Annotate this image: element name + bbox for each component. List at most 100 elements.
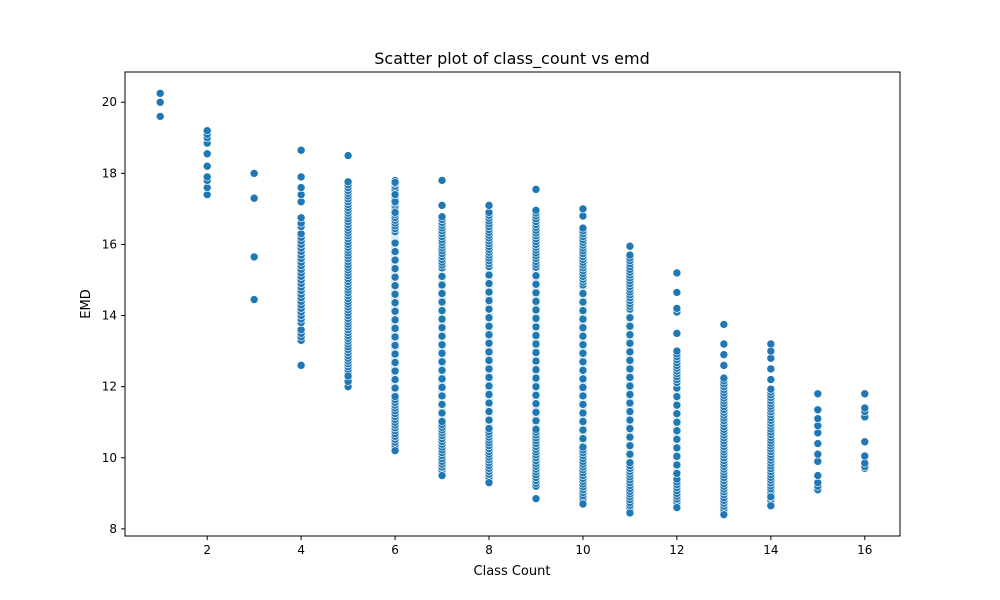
data-point <box>578 417 588 426</box>
data-point <box>437 417 447 426</box>
data-point <box>202 149 212 159</box>
data-point <box>390 289 400 299</box>
data-point <box>860 437 870 447</box>
x-axis: 2 4 6 8 10 12 14 16 <box>203 536 872 557</box>
data-point <box>484 364 494 374</box>
y-tick-label: 12 <box>102 380 117 394</box>
data-point <box>484 373 494 382</box>
data-point <box>813 414 823 423</box>
data-point <box>390 281 400 290</box>
data-point <box>296 183 306 192</box>
data-point <box>531 356 541 366</box>
data-point <box>390 358 400 367</box>
data-point <box>202 183 212 192</box>
data-point <box>578 442 588 452</box>
data-point <box>625 415 635 425</box>
data-point <box>625 356 635 365</box>
data-point <box>625 347 635 357</box>
data-point <box>390 298 400 308</box>
data-point <box>625 458 635 468</box>
data-point <box>484 338 494 348</box>
data-point <box>860 403 870 413</box>
data-point <box>437 357 447 367</box>
data-point <box>390 383 400 393</box>
data-point <box>531 331 541 340</box>
data-point <box>672 434 682 444</box>
data-point <box>531 382 541 391</box>
data-point <box>578 340 588 350</box>
data-point <box>484 390 494 399</box>
data-point <box>531 390 541 400</box>
chart-title: Scatter plot of class_count vs emd <box>374 49 650 69</box>
data-point <box>766 346 776 356</box>
data-point <box>390 208 400 217</box>
data-point <box>437 331 447 341</box>
data-point <box>437 340 447 350</box>
data-point <box>672 329 682 338</box>
y-tick-label: 8 <box>109 522 117 536</box>
data-point <box>484 208 494 217</box>
data-point <box>437 212 447 222</box>
data-point <box>625 330 635 340</box>
y-axis: 8 10 12 14 16 18 20 <box>102 95 125 536</box>
data-point <box>343 371 353 381</box>
data-point <box>296 361 306 370</box>
data-point <box>672 460 682 470</box>
data-point <box>672 417 682 427</box>
data-point <box>390 446 400 455</box>
data-point <box>531 416 541 426</box>
data-point <box>578 204 588 214</box>
data-point <box>296 325 306 335</box>
data-point <box>437 280 447 290</box>
data-point <box>578 391 588 401</box>
data-point <box>390 392 400 401</box>
data-point <box>390 349 400 359</box>
data-point <box>484 424 494 433</box>
data-point <box>672 443 682 453</box>
data-point <box>625 424 635 433</box>
data-point <box>672 469 682 478</box>
data-point <box>484 407 494 416</box>
data-point <box>578 331 588 341</box>
data-point <box>437 471 447 480</box>
data-point <box>296 197 306 207</box>
data-point <box>437 366 447 375</box>
data-point <box>578 499 588 509</box>
data-point <box>531 206 541 215</box>
data-point <box>343 177 353 187</box>
data-point <box>625 373 635 382</box>
data-point <box>437 272 447 281</box>
data-point <box>437 383 447 392</box>
data-point <box>484 287 494 297</box>
data-point <box>437 400 447 409</box>
data-point <box>625 449 635 459</box>
x-tick-label: 14 <box>763 543 778 557</box>
data-point <box>531 271 541 281</box>
data-point <box>484 347 494 357</box>
x-tick-label: 6 <box>391 543 399 557</box>
data-point <box>531 365 541 374</box>
data-point <box>813 389 823 399</box>
plot-frame <box>124 71 901 537</box>
data-point <box>625 364 635 374</box>
data-point <box>531 314 541 323</box>
data-point <box>766 375 776 384</box>
data-point <box>531 297 541 306</box>
data-point <box>484 330 494 340</box>
data-point <box>625 441 635 450</box>
data-point <box>531 305 541 315</box>
data-point <box>813 457 823 466</box>
data-point <box>437 408 447 418</box>
data-point <box>484 201 494 210</box>
data-point <box>578 383 588 392</box>
data-point <box>672 304 682 313</box>
data-point <box>155 89 165 98</box>
data-point <box>202 172 212 182</box>
data-point <box>390 247 400 256</box>
data-point <box>531 425 541 434</box>
data-point <box>437 289 447 298</box>
data-point <box>484 478 494 487</box>
data-point <box>578 323 588 332</box>
data-point <box>484 296 494 305</box>
